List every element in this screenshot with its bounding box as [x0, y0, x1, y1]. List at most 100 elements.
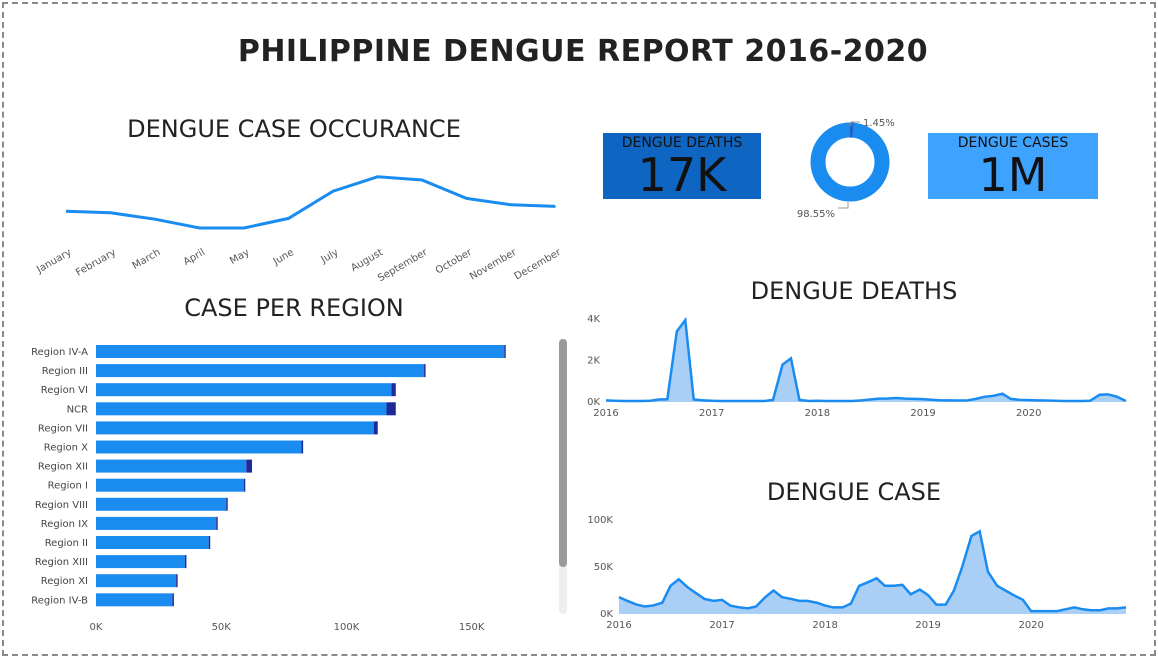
deaths-x-tick-label: 2017 — [699, 408, 724, 419]
region-bar[interactable] — [96, 364, 425, 378]
cases-area-fill — [619, 531, 1126, 614]
region-label: Region IV-A — [31, 347, 88, 358]
region-bar-deaths[interactable] — [386, 402, 396, 416]
region-bar-deaths[interactable] — [216, 516, 218, 530]
region-bar-deaths[interactable] — [172, 593, 174, 607]
region-label: Region X — [44, 443, 88, 454]
x-tick-label: 150K — [459, 622, 485, 633]
month-tick-label: June — [271, 247, 296, 268]
region-bar-deaths[interactable] — [176, 574, 178, 588]
month-tick-label: February — [74, 247, 118, 279]
region-bar-deaths[interactable] — [246, 459, 253, 473]
region-bar[interactable] — [96, 516, 217, 530]
region-bar-deaths[interactable] — [184, 555, 187, 569]
cases-x-tick-label: 2018 — [812, 620, 837, 631]
donut-leader-line — [838, 202, 849, 209]
region-label: NCR — [67, 404, 88, 415]
deaths-area-line — [605, 316, 1127, 403]
donut-slice-cases[interactable] — [810, 122, 890, 202]
cases-area-chart[interactable]: 0K 50K 100K 2016 2017 2018 2019 2020 — [564, 509, 1134, 639]
region-bar[interactable] — [96, 345, 505, 358]
occurance-series-line — [65, 175, 556, 230]
occurance-chart-title: DENGUE CASE OCCURANCE — [127, 115, 461, 143]
region-bar[interactable] — [96, 478, 244, 492]
region-label: Region XII — [38, 462, 88, 473]
region-bar[interactable] — [96, 402, 387, 416]
cases-x-tick-label: 2019 — [915, 620, 940, 631]
x-tick-label: 0K — [90, 622, 103, 633]
region-label: Region VI — [41, 385, 88, 396]
region-label: Region VII — [38, 423, 88, 434]
region-label: Region XIII — [35, 557, 88, 568]
kpi-cases-label: DENGUE CASES — [957, 135, 1069, 151]
region-bar-deaths[interactable] — [424, 364, 426, 378]
kpi-card-deaths[interactable]: DENGUE DEATHS 17K — [603, 133, 761, 199]
donut-label-deaths: 1.45% — [863, 118, 895, 129]
region-label: Region II — [45, 538, 88, 549]
month-tick-label: November — [468, 247, 519, 283]
kpi-deaths-label: DENGUE DEATHS — [621, 135, 743, 151]
region-bar[interactable] — [96, 459, 247, 473]
occurance-line-chart[interactable]: January February March April May June July Augu… — [14, 154, 564, 289]
region-label: Region VIII — [35, 500, 88, 511]
region-bar-deaths[interactable] — [208, 536, 211, 549]
month-tick-label: December — [513, 247, 564, 283]
region-chart-scrollbar[interactable] — [559, 339, 567, 614]
month-tick-label: September — [376, 247, 430, 285]
month-tick-label: May — [228, 247, 251, 267]
deaths-x-tick-label: 2019 — [910, 408, 935, 419]
x-tick-label: 100K — [334, 622, 360, 633]
region-chart-title: CASE PER REGION — [184, 294, 404, 322]
region-bar[interactable] — [96, 574, 177, 588]
region-bar-deaths[interactable] — [373, 421, 378, 435]
region-bar-chart[interactable]: Region IV-A Region III Region VI NCR Region … — [14, 334, 554, 634]
cases-y-tick-label: 0K — [600, 609, 613, 620]
region-bar[interactable] — [96, 497, 227, 511]
page-title: PHILIPPINE DENGUE REPORT 2016-2020 — [237, 34, 929, 69]
cases-chart-title: DENGUE CASE — [766, 478, 942, 506]
deaths-chart-title: DENGUE DEATHS — [750, 277, 958, 305]
cases-x-tick-label: 2016 — [606, 620, 631, 631]
deaths-y-tick-label: 2K — [587, 356, 600, 367]
region-bar[interactable] — [96, 383, 392, 397]
cases-x-tick-label: 2020 — [1018, 620, 1043, 631]
deaths-x-tick-label: 2016 — [593, 408, 618, 419]
kpi-deaths-value: 17K — [637, 148, 727, 202]
region-bar[interactable] — [96, 421, 374, 435]
kpi-card-cases[interactable]: DENGUE CASES 1M — [928, 133, 1098, 199]
month-tick-label: January — [34, 247, 73, 276]
deaths-area-chart[interactable]: 0K 2K 4K 2016 2017 2018 2019 2020 — [564, 309, 1134, 424]
region-bar-deaths[interactable] — [391, 383, 396, 397]
cases-y-tick-label: 100K — [587, 515, 613, 526]
deaths-y-tick-label: 4K — [587, 314, 600, 325]
region-bar-deaths[interactable] — [504, 345, 506, 358]
region-bar[interactable] — [96, 440, 302, 454]
cases-area-line — [618, 529, 1127, 613]
region-bar-deaths[interactable] — [243, 478, 246, 492]
region-bar[interactable] — [96, 536, 209, 549]
scrollbar-thumb[interactable] — [559, 339, 567, 567]
month-tick-label: April — [182, 247, 207, 268]
region-label: Region IX — [41, 519, 88, 530]
deaths-x-tick-label: 2020 — [1016, 408, 1041, 419]
region-bar-deaths[interactable] — [301, 440, 304, 454]
cases-y-tick-label: 50K — [594, 562, 614, 573]
deaths-area-fill — [606, 320, 1126, 402]
region-label: Region III — [42, 366, 88, 377]
deaths-x-tick-label: 2018 — [805, 408, 830, 419]
donut-slice-deaths[interactable] — [810, 122, 890, 202]
region-label: Region I — [48, 481, 88, 492]
donut-chart[interactable]: 1.45% 98.55% — [784, 112, 924, 222]
x-tick-label: 50K — [212, 622, 232, 633]
donut-leader-line — [850, 121, 860, 126]
deaths-y-tick-label: 0K — [587, 397, 600, 408]
month-tick-label: July — [319, 247, 341, 266]
month-tick-label: August — [349, 247, 385, 274]
region-bar[interactable] — [96, 555, 185, 569]
kpi-cases-value: 1M — [978, 148, 1048, 202]
cases-x-tick-label: 2017 — [709, 620, 734, 631]
region-bar[interactable] — [96, 593, 173, 607]
region-bar-deaths[interactable] — [226, 497, 228, 511]
region-label: Region XI — [41, 576, 88, 587]
